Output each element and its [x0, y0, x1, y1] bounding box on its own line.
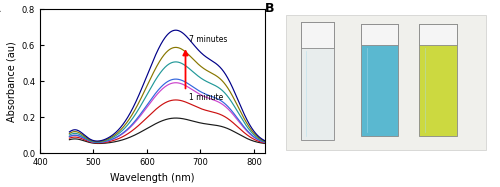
Bar [420, 24, 457, 136]
Bar [300, 22, 334, 140]
Text: 1 minute: 1 minute [188, 93, 223, 102]
Text: B: B [266, 2, 275, 15]
X-axis label: Wavelength (nm): Wavelength (nm) [110, 173, 194, 183]
Y-axis label: Absorbance (au): Absorbance (au) [6, 41, 16, 122]
Bar [300, 22, 334, 48]
Bar [361, 24, 399, 45]
Text: 7 minutes: 7 minutes [188, 36, 227, 45]
Bar [420, 24, 457, 45]
Bar [361, 24, 399, 136]
